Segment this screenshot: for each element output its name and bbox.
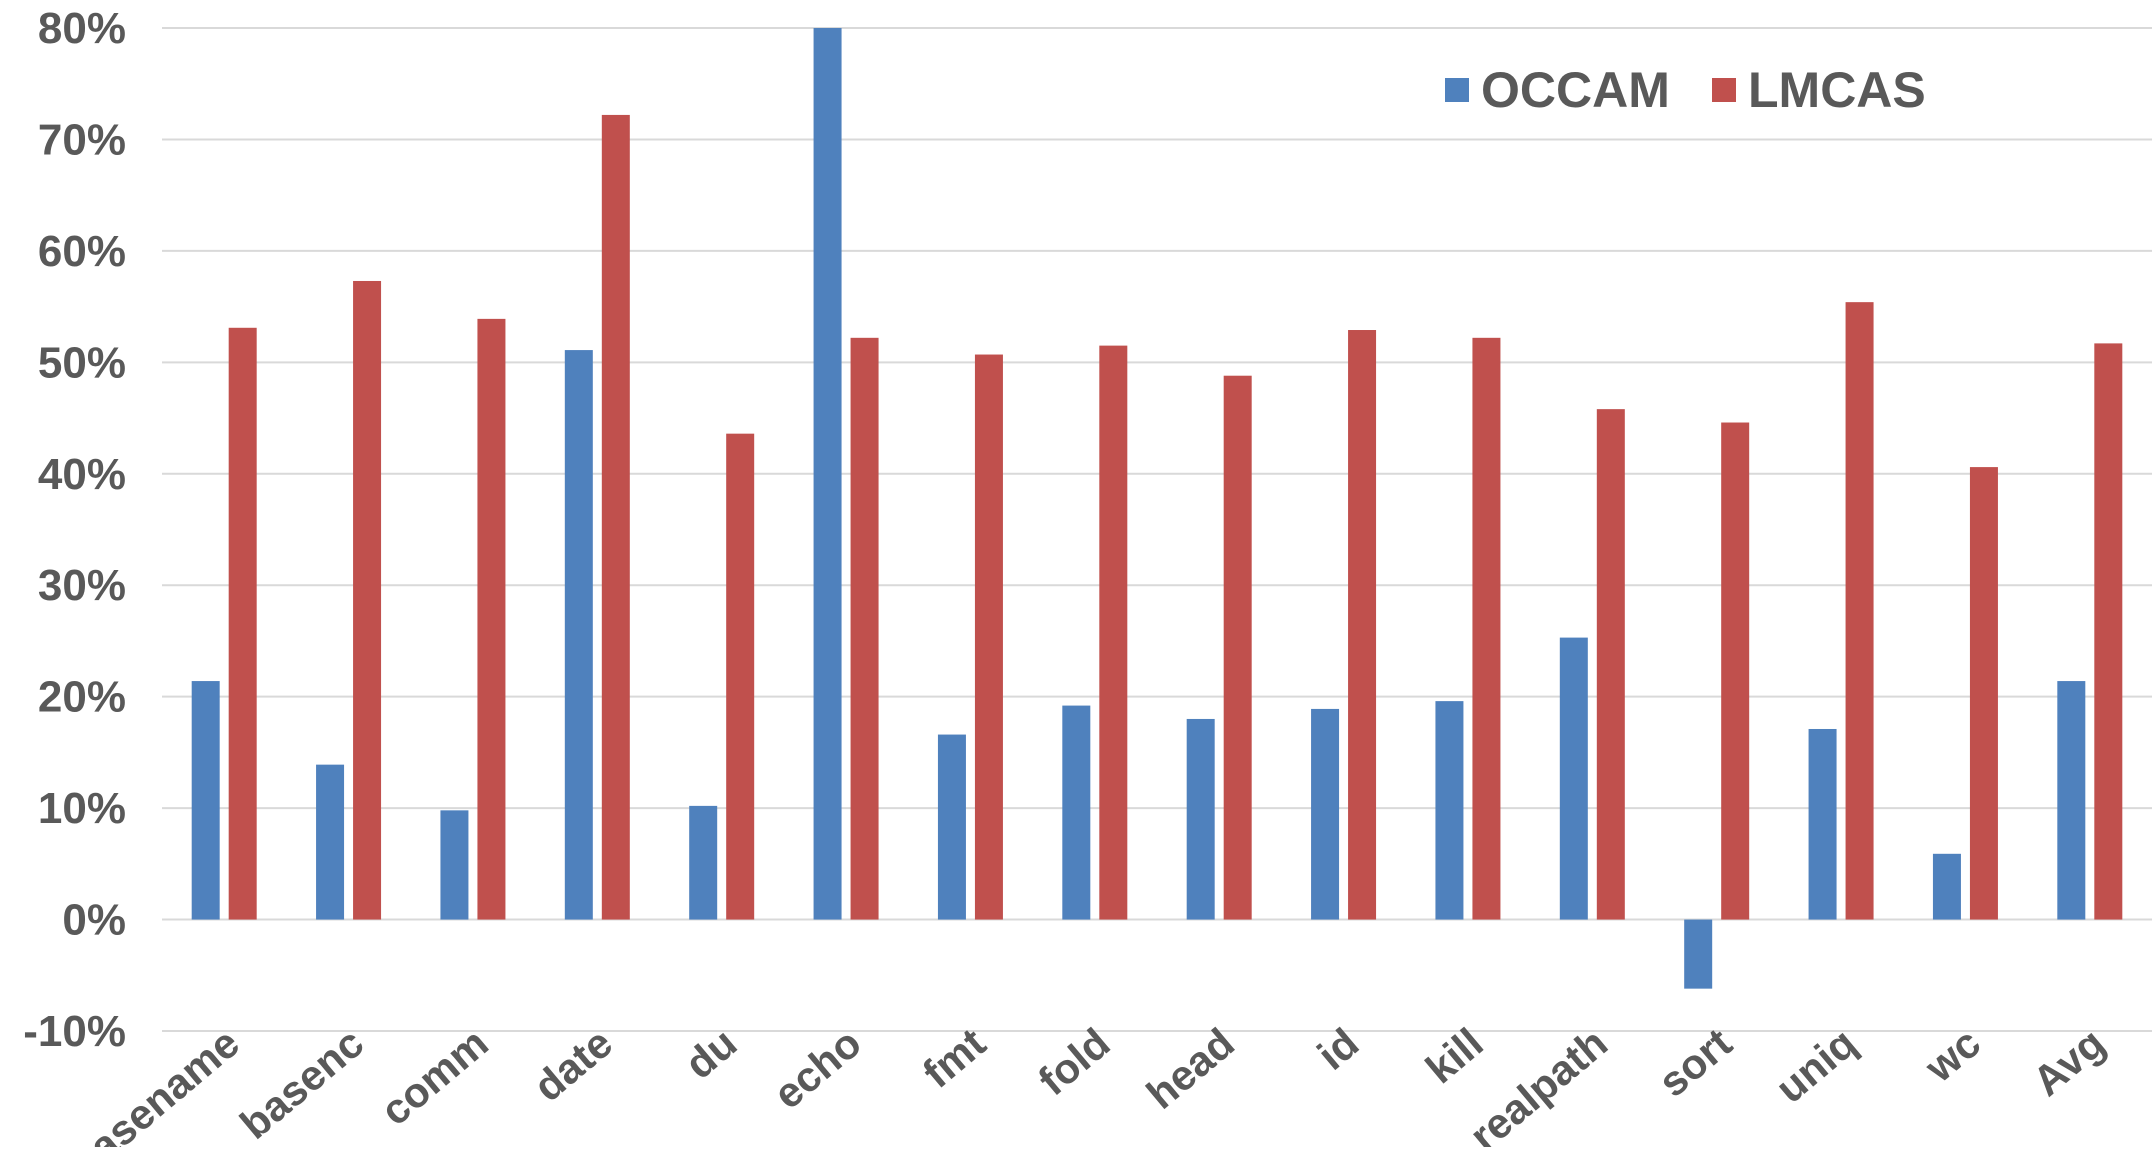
y-tick-label: -10% [23,1007,126,1056]
x-tick-label: realpath [1461,1019,1616,1147]
bar-occam-id [1311,708,1340,920]
bar-lmcas-avg [2094,343,2123,920]
x-tick-label: head [1138,1019,1243,1118]
legend-label-occam: OCCAM [1481,62,1670,118]
bar-lmcas-id [1348,330,1377,920]
y-tick-label: 40% [38,450,126,499]
y-tick-label: 0% [62,896,126,945]
bar-lmcas-du [726,433,755,920]
y-tick-label: 80% [38,4,126,53]
bar-lmcas-comm [477,318,506,920]
x-tick-label: date [525,1019,621,1111]
bar-lmcas-fold [1099,345,1128,920]
bar-lmcas-echo [850,337,879,920]
bar-lmcas-fmt [974,354,1003,920]
x-tick-label: id [1309,1019,1368,1079]
bar-lmcas-sort [1721,422,1750,920]
y-tick-label: 30% [38,561,126,610]
bar-lmcas-basename [228,327,257,920]
bar-occam-date [564,350,593,920]
bar-occam-avg [2057,681,2086,920]
x-tick-label: echo [765,1019,870,1118]
y-axis-ticks: 80% 70% 60% 50% 40% 30% 20% 10% 0% -10% [23,4,126,1056]
bar-lmcas-realpath [1596,409,1625,920]
bar-occam-fmt [937,734,966,920]
x-tick-label: comm [372,1019,497,1135]
bar-occam-kill [1435,701,1464,920]
bar-occam-fold [1062,705,1091,920]
bar-occam-wc [1932,853,1961,920]
bar-occam-du [689,805,718,920]
bar-occam-head [1186,718,1215,920]
bar-lmcas-wc [1969,467,1998,920]
y-tick-label: 60% [38,227,126,276]
y-tick-label: 20% [38,673,126,722]
bar-occam-comm [440,810,469,920]
bar-occam-uniq [1808,728,1837,920]
bars [191,28,2123,989]
x-tick-label: basenc [231,1019,372,1147]
legend-swatch-occam [1445,78,1469,102]
legend: OCCAM LMCAS [1445,62,1926,118]
legend-swatch-lmcas [1712,78,1736,102]
bar-lmcas-head [1223,375,1252,920]
y-tick-label: 70% [38,115,126,164]
bar-occam-basenc [316,764,345,920]
bar-lmcas-kill [1472,337,1501,920]
bar-occam-sort [1684,919,1713,989]
bar-lmcas-uniq [1845,302,1874,920]
legend-label-lmcas: LMCAS [1748,62,1926,118]
x-tick-label: du [676,1019,746,1088]
x-tick-label: kill [1417,1019,1492,1093]
x-tick-label: wc [1915,1019,1989,1092]
y-tick-label: 50% [38,338,126,387]
y-tick-label: 10% [38,784,126,833]
bar-lmcas-date [601,114,630,920]
bar-occam-basename [191,681,220,920]
bar-occam-echo [813,28,842,920]
x-tick-label: uniq [1767,1019,1865,1112]
bar-occam-realpath [1559,637,1588,920]
bar-lmcas-basenc [353,280,382,920]
